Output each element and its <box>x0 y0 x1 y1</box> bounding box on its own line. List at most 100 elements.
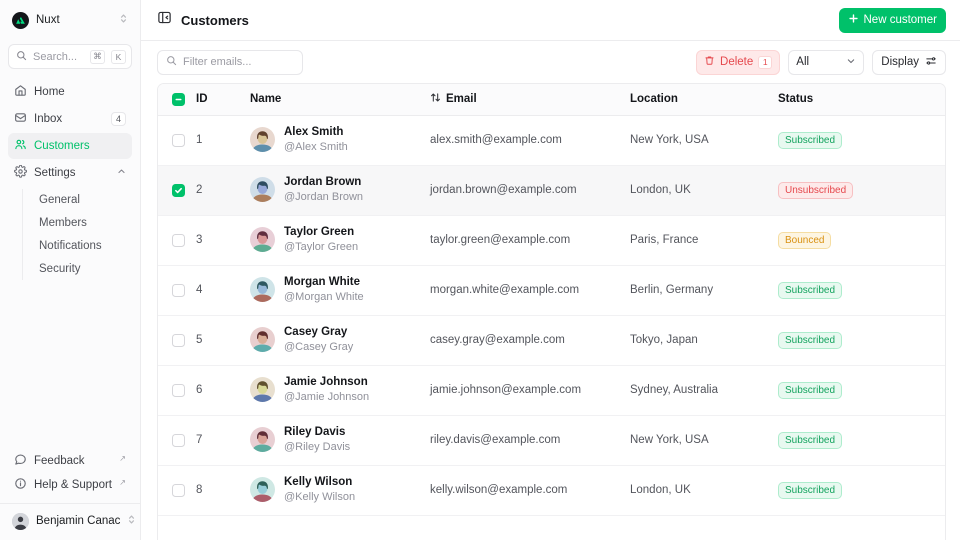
table-row[interactable]: 2 Jordan Brown @Jordan Brown jordan.brow… <box>158 165 945 215</box>
ellipsis-vertical-icon[interactable] <box>941 334 945 347</box>
select-all-checkbox[interactable] <box>172 92 185 106</box>
search-input[interactable]: Search... ⌘ K <box>8 44 132 69</box>
sidebar-item-label-notifications: Notifications <box>39 240 102 252</box>
sliders-icon <box>925 55 937 70</box>
column-header-name[interactable]: Name <box>250 84 430 116</box>
row-checkbox[interactable] <box>172 383 185 397</box>
row-status-cell: Subscribed <box>778 115 928 165</box>
table-header-row: ID Name Email Location Status <box>158 84 945 116</box>
row-name-cell: Riley Davis @Riley Davis <box>250 415 430 465</box>
delete-button[interactable]: Delete 1 <box>696 49 781 75</box>
row-email: jamie.johnson@example.com <box>430 384 582 396</box>
ellipsis-vertical-icon[interactable] <box>941 384 945 397</box>
topbar: Customers New customer <box>141 0 960 41</box>
sidebar-item-settings[interactable]: Settings <box>8 160 132 186</box>
row-checkbox[interactable] <box>172 133 185 147</box>
table-row[interactable]: 6 Jamie Johnson @Jamie Johnson jamie.joh… <box>158 365 945 415</box>
status-badge: Subscribed <box>778 131 843 149</box>
ellipsis-vertical-icon[interactable] <box>941 184 945 197</box>
trash-icon <box>704 55 715 69</box>
row-select-cell <box>158 265 196 315</box>
sidebar-item-inbox[interactable]: Inbox 4 <box>8 106 132 132</box>
sidebar-item-customers[interactable]: Customers <box>8 133 132 159</box>
table-row[interactable]: 5 Casey Gray @Casey Gray casey.gray@exam… <box>158 315 945 365</box>
row-username: @Kelly Wilson <box>284 491 356 504</box>
sidebar-bottom-links: Feedback ↗ Help & Support ↗ <box>0 449 140 497</box>
row-username: @Alex Smith <box>284 141 348 154</box>
delete-selected-count: 1 <box>758 55 773 69</box>
row-location: Paris, France <box>630 234 699 246</box>
avatar <box>250 327 275 353</box>
column-header-location[interactable]: Location <box>630 84 778 116</box>
page-title: Customers <box>181 12 249 28</box>
ellipsis-vertical-icon[interactable] <box>941 284 945 297</box>
plus-icon <box>848 13 859 27</box>
row-select-cell <box>158 415 196 465</box>
row-id: 8 <box>196 484 203 496</box>
status-badge: Subscribed <box>778 331 843 349</box>
row-location: Sydney, Australia <box>630 384 719 396</box>
user-menu[interactable]: Benjamin Canac <box>0 503 140 540</box>
row-checkbox[interactable] <box>172 183 185 197</box>
sidebar-item-general[interactable]: General <box>34 189 132 211</box>
row-name: Alex Smith <box>284 125 344 138</box>
row-checkbox[interactable] <box>172 433 185 447</box>
row-checkbox[interactable] <box>172 333 185 347</box>
row-select-cell <box>158 215 196 265</box>
row-select-cell <box>158 465 196 515</box>
sort-updown-icon <box>430 92 441 106</box>
sidebar-item-notifications[interactable]: Notifications <box>34 235 132 257</box>
avatar <box>250 477 275 503</box>
panel-left-icon[interactable] <box>157 10 172 30</box>
row-actions-cell <box>928 215 945 265</box>
table-row[interactable]: 8 Kelly Wilson @Kelly Wilson kelly.wilso… <box>158 465 945 515</box>
status-filter-value: All <box>796 56 810 68</box>
table-row[interactable]: 1 Alex Smith @Alex Smith alex.smith@exam… <box>158 115 945 165</box>
sidebar-item-label-general: General <box>39 194 80 206</box>
row-status-cell: Subscribed <box>778 415 928 465</box>
row-id: 3 <box>196 234 203 246</box>
column-header-email[interactable]: Email <box>430 84 630 116</box>
row-actions-cell <box>928 465 945 515</box>
table-row[interactable]: 4 Morgan White @Morgan White morgan.whit… <box>158 265 945 315</box>
new-customer-label: New customer <box>863 14 938 26</box>
avatar <box>250 277 275 303</box>
column-header-status[interactable]: Status <box>778 84 928 116</box>
search-icon <box>166 53 177 71</box>
table-bottom-fade <box>158 518 945 540</box>
sidebar-item-security[interactable]: Security <box>34 258 132 280</box>
sidebar-item-feedback[interactable]: Feedback ↗ <box>8 449 132 473</box>
new-customer-button[interactable]: New customer <box>838 7 946 33</box>
sidebar-item-label-settings: Settings <box>34 167 76 179</box>
filter-emails-input[interactable]: Filter emails... <box>157 49 303 75</box>
ellipsis-vertical-icon[interactable] <box>941 134 945 147</box>
row-checkbox[interactable] <box>172 483 185 497</box>
ellipsis-vertical-icon[interactable] <box>941 484 945 497</box>
status-filter-select[interactable]: All <box>788 49 865 75</box>
row-checkbox[interactable] <box>172 283 185 297</box>
display-button[interactable]: Display <box>872 49 946 75</box>
row-email: casey.gray@example.com <box>430 334 565 346</box>
sidebar-item-help-support[interactable]: Help & Support ↗ <box>8 473 132 497</box>
column-header-id[interactable]: ID <box>196 84 250 116</box>
row-location: Tokyo, Japan <box>630 334 698 346</box>
search-icon <box>16 48 27 66</box>
row-email: riley.davis@example.com <box>430 434 561 446</box>
row-select-cell <box>158 165 196 215</box>
sidebar-item-home[interactable]: Home <box>8 79 132 105</box>
ellipsis-vertical-icon[interactable] <box>941 234 945 247</box>
row-location: London, UK <box>630 484 691 496</box>
table-toolbar: Filter emails... Delete 1 All Display <box>141 41 960 83</box>
settings-subnav: General Members Notifications Security <box>22 189 132 280</box>
sidebar-item-members[interactable]: Members <box>34 212 132 234</box>
home-icon <box>14 84 27 100</box>
table-row[interactable]: 3 Taylor Green @Taylor Green taylor.gree… <box>158 215 945 265</box>
row-location: London, UK <box>630 184 691 196</box>
row-checkbox[interactable] <box>172 233 185 247</box>
customers-table: ID Name Email Location Status <box>158 84 945 516</box>
team-switcher[interactable]: Nuxt <box>8 0 132 40</box>
status-badge: Subscribed <box>778 431 843 449</box>
ellipsis-vertical-icon[interactable] <box>941 434 945 447</box>
table-row[interactable]: 7 Riley Davis @Riley Davis riley.davis@e… <box>158 415 945 465</box>
row-id: 6 <box>196 384 203 396</box>
